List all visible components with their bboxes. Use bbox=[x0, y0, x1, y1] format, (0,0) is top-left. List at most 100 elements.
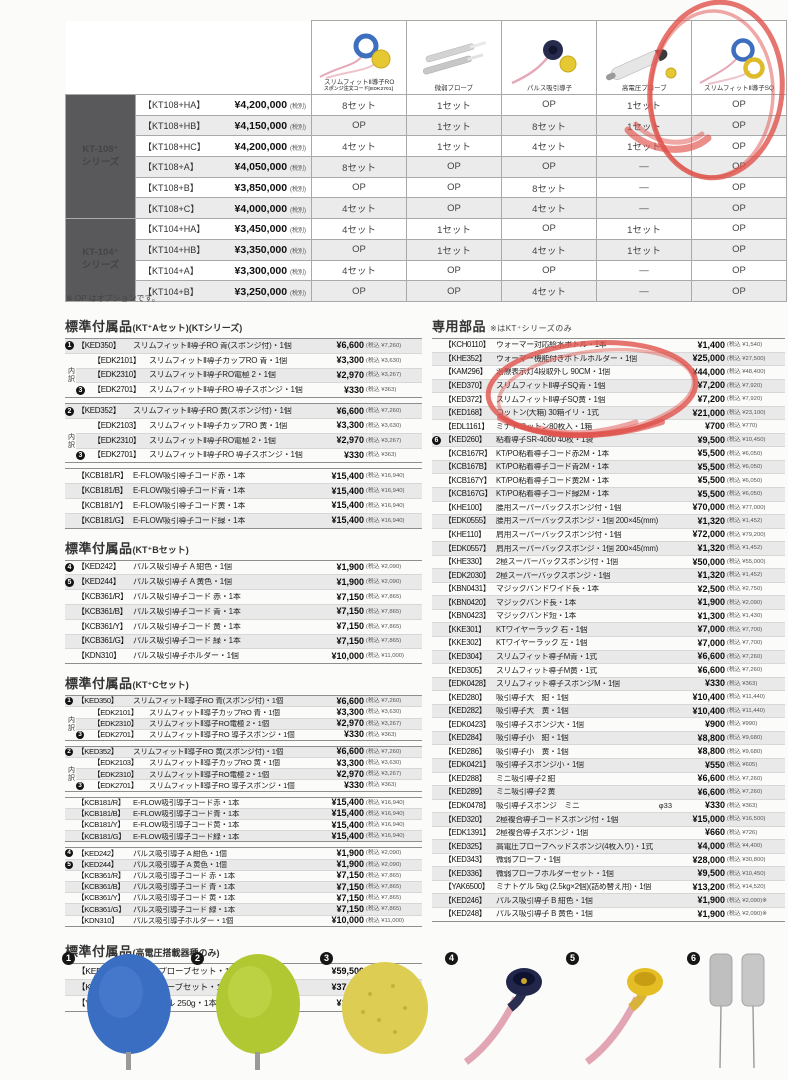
list-row: 【EDK1391】 2極複合導子スポンジ・1個 ¥660 (税込 ¥726) bbox=[432, 827, 785, 841]
item-price: ¥900 bbox=[704, 719, 725, 730]
item-description: 高電圧プローブセット・1式 bbox=[133, 966, 238, 976]
column-label: パルス吸引導子 bbox=[526, 84, 572, 92]
item-price: ¥13,200 bbox=[692, 881, 725, 892]
option-cell: 1セット bbox=[406, 238, 502, 261]
model-code: 【KT108+B】 bbox=[143, 183, 199, 194]
item-code: 【KED280】 bbox=[444, 692, 487, 702]
item-code: 【EDK2701】 bbox=[93, 780, 138, 790]
item-price: ¥15,400 bbox=[331, 470, 364, 481]
column-pulse-electrode: パルス吸引導子 bbox=[501, 20, 597, 95]
option-cell: 4セット bbox=[501, 197, 597, 220]
option-cell: OP bbox=[691, 218, 787, 240]
list-row: 【KKE301】 KTワイヤーラック 右・1個 ¥7,000 (税込 ¥7,70… bbox=[432, 623, 785, 638]
model-price: ¥4,050,000 (税別) bbox=[234, 161, 306, 174]
item-description: E-FLOW吸引導子コード黄・1本 bbox=[133, 501, 246, 510]
item-price: ¥1,900 bbox=[336, 576, 364, 587]
item-price: ¥1,900 bbox=[336, 847, 364, 858]
item-code: 【KCB181/Y】 bbox=[77, 500, 128, 510]
list-row: 【KDN310】 パルス吸引導子ホルダー・1個 ¥10,000 (税込 ¥11,… bbox=[65, 916, 422, 926]
item-tax-price: (税込 ¥6,050) bbox=[726, 463, 763, 470]
item-number-badge: 1 bbox=[65, 341, 74, 351]
item-description: パルス吸引導子 B 黄色・1個 bbox=[496, 910, 593, 919]
model-price-cell: 【KT108+C】 ¥4,000,000 (税別) bbox=[135, 197, 312, 220]
model-code: 【KT104+B】 bbox=[143, 286, 199, 297]
item-price: ¥7,000 bbox=[697, 624, 725, 635]
item-description: パルス吸引導子コード 緑・1本 bbox=[133, 905, 236, 914]
item-price: ¥7,150 bbox=[336, 635, 364, 646]
option-cell: 8セット bbox=[501, 176, 597, 199]
item-code: 【EDK2030】 bbox=[444, 570, 491, 580]
navy-pulse-electrode-photo-icon bbox=[463, 968, 542, 1065]
model-code: 【KT108+HC】 bbox=[143, 141, 206, 152]
item-description: スリムフィットⅡ導子RO 導子スポンジ・1個 bbox=[149, 731, 295, 739]
item-tax-price: (税込 ¥7,865) bbox=[365, 637, 402, 645]
option-cell: OP bbox=[406, 197, 502, 220]
item-tax-price: (税込 ¥7,865) bbox=[365, 883, 402, 890]
item-description: 微弱プローブ・1個 bbox=[496, 856, 561, 864]
item-description: スリムフィットⅡ導子RO電極 2・1個 bbox=[149, 371, 276, 380]
list-row: 3 【EDK2701】 スリムフィットⅡ導子RO 導子スポンジ・1個 ¥330 … bbox=[76, 780, 422, 790]
item-tax-price: (税込 ¥7,260) bbox=[726, 774, 763, 782]
item-tax-price: (税込 ¥7,865) bbox=[365, 622, 402, 630]
row-gutter: 2 bbox=[65, 406, 77, 416]
item-description: 2極スーパーバックスポンジ付・1個 bbox=[496, 558, 618, 566]
item-code: 【KCB167R】 bbox=[444, 448, 492, 458]
item-number-badge: 3 bbox=[76, 781, 84, 790]
item-number-badge: 4 bbox=[65, 849, 73, 858]
list-row: 【KCB181/G】 E-FLOW吸引導子コード緑・1本 ¥15,400 (税込… bbox=[65, 513, 422, 528]
item-price: ¥330 bbox=[343, 780, 364, 791]
option-cell: OP bbox=[311, 114, 407, 137]
price-row: 【KT108+HC】 ¥4,200,000 (税別) 4セット 1セット 4セット 1セッ… bbox=[66, 135, 787, 158]
column-label: スリムフィットⅡ導子RO bbox=[323, 79, 395, 86]
item-tax-price: (税込 ¥7,865) bbox=[365, 593, 402, 600]
item-price: ¥7,150 bbox=[336, 621, 364, 632]
item-description: E-FLOW吸引導子コード赤・1本 bbox=[133, 472, 246, 481]
list-row: 【KAM296】 治療表示灯4段取外し 90CM・1個 ¥44,000 (税込 … bbox=[432, 366, 785, 380]
item-code: 【KCB181/G】 bbox=[77, 831, 126, 841]
list-row: 【KHE100】 腰用スーパーバックスポンジ付・1個 ¥70,000 (税込 ¥… bbox=[432, 502, 785, 516]
item-code: 【KED350】 bbox=[77, 340, 121, 350]
item-description: 高電圧プローブヘッドスポンジ(4枚入り)・1式 bbox=[496, 842, 653, 851]
item-code: 【KCB361/G】 bbox=[77, 904, 126, 914]
list-row: 【KCB181/R】 E-FLOW吸引導子コード赤・1本 ¥15,400 (税込… bbox=[65, 798, 422, 809]
model-code: 【KT104+HA】 bbox=[143, 224, 206, 235]
list-row: 【KCB167B】 KT/PO粘着導子コード青2M・1本 ¥5,500 (税込 … bbox=[432, 460, 785, 475]
item-price: ¥2,970 bbox=[336, 435, 364, 446]
item-tax-price: (税込 ¥2,090) bbox=[365, 849, 402, 857]
item-tax-price: (税込 ¥2,090)※ bbox=[726, 910, 768, 917]
item-code: 【KED242】 bbox=[77, 848, 119, 858]
list-block: 2 【KED352】 スリムフィットⅡ導子RO 黄(スポンジ付)・1個 ¥6,6… bbox=[65, 745, 422, 792]
item-description: マジックバンドワイド長・1本 bbox=[496, 585, 599, 594]
column-label: 微弱プローブ bbox=[434, 84, 474, 92]
option-cell: 1セット bbox=[596, 94, 692, 116]
item-number-badge: 3 bbox=[76, 385, 85, 395]
option-cell: OP bbox=[691, 94, 787, 116]
item-number-badge: 1 bbox=[65, 697, 73, 706]
list-row: 【KED336】 微弱プローブホルダーセット・1個 ¥9,500 (税込 ¥10… bbox=[432, 867, 785, 881]
item-tax-price: (税込 ¥726) bbox=[726, 829, 758, 836]
item-description: スリムフィットⅡ導子RO 黄(スポンジ付)・1個 bbox=[133, 407, 292, 416]
item-tax-price: (税込 ¥10,450) bbox=[726, 869, 766, 877]
list-row: 【EDK0423】 吸引導子スポンジ大・1個 ¥900 (税込 ¥990) bbox=[432, 718, 785, 732]
item-price: ¥15,000 bbox=[692, 813, 725, 824]
list-block: 【KCB181/R】 E-FLOW吸引導子コード赤・1本 ¥15,400 (税込… bbox=[65, 468, 422, 529]
list-row: 1 【KED350】 スリムフィットⅡ導子RO 青(スポンジ付)・1個 ¥6,6… bbox=[65, 696, 422, 708]
list-row: 5 【KED244】 パルス吸引導子 A 黄色・1個 ¥1,900 (税込 ¥2… bbox=[65, 575, 422, 591]
item-code: 【KCB167Y】 bbox=[444, 475, 492, 485]
item-code: 【EDK0428】 bbox=[444, 679, 491, 689]
item-description: E-FLOW吸引導子コード青・1本 bbox=[133, 487, 246, 496]
model-code: 【KT108+HA】 bbox=[143, 100, 206, 111]
option-cell: 4セット bbox=[311, 197, 407, 220]
list-row: 【KCB361/Y】 パルス吸引導子コード 黄・1本 ¥7,150 (税込 ¥7… bbox=[65, 893, 422, 905]
series-label: KT-104⁺ シリーズ bbox=[65, 218, 136, 302]
model-price: ¥3,350,000 (税別) bbox=[234, 244, 306, 257]
item-code: 【KED352】 bbox=[77, 406, 121, 416]
item-description: パルス吸引導子 B 紺色・1個 bbox=[496, 896, 593, 905]
item-code: 【KED350】 bbox=[77, 696, 119, 706]
item-price: ¥10,000 bbox=[331, 650, 364, 661]
list-row: 【KED246】 パルス吸引導子 B 紺色・1個 ¥1,900 (税込 ¥2,0… bbox=[432, 894, 785, 908]
item-price: ¥5,500 bbox=[697, 488, 725, 499]
gallery-item-6: 6 bbox=[687, 950, 778, 1072]
list-row: 【KED304】 スリムフィット導子M青・1式 ¥6,600 (税込 ¥7,26… bbox=[432, 650, 785, 665]
item-description: パルス吸引導子コード 緑・1本 bbox=[133, 637, 241, 646]
